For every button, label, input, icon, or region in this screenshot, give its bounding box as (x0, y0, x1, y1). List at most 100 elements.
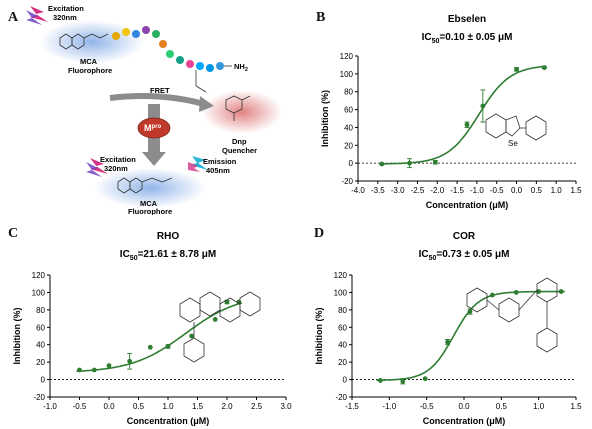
x-tick-label: 2.0 (221, 402, 233, 411)
y-tick-label: 40 (344, 123, 353, 132)
x-tick-label: -1.5 (345, 402, 359, 411)
x-tick-label: -3.0 (391, 186, 405, 195)
x-tick-label: -1.0 (470, 186, 484, 195)
y-tick-label: 120 (32, 271, 46, 280)
y-tick-label: 0 (41, 376, 46, 385)
data-point (400, 378, 406, 384)
y-tick-label: 0 (343, 376, 348, 385)
y-axis-label: Inhibition (%) (314, 308, 324, 365)
fret-arrow-icon (109, 93, 205, 107)
y-axis-label: Inhibition (%) (12, 308, 22, 365)
x-tick-label: -1.5 (450, 186, 464, 195)
emission-bolt-icon (188, 156, 208, 172)
emission-label: Emission (203, 157, 237, 166)
excitation-bottom-label: Excitation (100, 155, 136, 164)
y-tick-label: 20 (344, 141, 353, 150)
data-point (379, 161, 385, 167)
dnp-molecule (225, 95, 251, 121)
x-tick-label: 0.5 (133, 402, 145, 411)
x-tick-label: 0.0 (511, 186, 523, 195)
excitation-top-label: Excitation (48, 4, 84, 13)
data-point (422, 376, 428, 382)
dnp-line2: Quencher (222, 146, 257, 155)
data-point (147, 344, 153, 350)
lightning-bolt-icon (26, 6, 48, 25)
x-tick-label: -2.0 (430, 186, 444, 195)
ic50-prefix: IC (422, 32, 432, 43)
chart-title: COR (453, 231, 476, 242)
chart-cor: COR IC50=0.73 ± 0.05 μM -20 0 20 40 60 80 100 120… (314, 231, 582, 426)
x-tick-label: 3.0 (280, 402, 292, 411)
ic50-prefix: IC (419, 249, 429, 260)
x-axis-label: Concentration (μM) (426, 200, 509, 210)
chart-title: Ebselen (448, 14, 486, 25)
y-tick-label: 100 (32, 288, 46, 297)
y-tick-label: -20 (341, 177, 353, 186)
nh2-label: NH2 (234, 62, 248, 73)
data-point (224, 299, 230, 305)
data-point (377, 378, 383, 383)
ic50-label: IC50=0.10 ± 0.05 μM (422, 32, 513, 45)
ic50-value: =0.73 ± 0.05 μM (436, 249, 509, 260)
ic50-subscript: 50 (429, 255, 437, 262)
x-tick-label: 1.0 (551, 186, 563, 195)
y-tick-label: 20 (338, 358, 347, 367)
mca-molecule-top (59, 33, 109, 50)
data-point (464, 122, 470, 128)
ic50-value: =0.10 ± 0.05 μM (439, 32, 512, 43)
y-tick-label: 0 (349, 159, 354, 168)
chart-rho: RHO IC50=21.61 ± 8.78 μM -20 0 20 40 60 80 100 12… (12, 231, 292, 426)
data-point (445, 339, 450, 345)
x-tick-label: -0.5 (490, 186, 504, 195)
mca-top-line1: MCA (80, 57, 98, 66)
x-tick-label: -1.0 (43, 402, 57, 411)
chemical-structure (466, 277, 558, 353)
data-point (513, 290, 519, 295)
y-tick-label: 40 (338, 341, 347, 350)
excitation-bottom-nm: 320nm (104, 164, 128, 173)
data-point (514, 66, 519, 72)
y-tick-label: -20 (335, 393, 347, 402)
data-point (127, 358, 133, 364)
data-point (189, 333, 195, 339)
ic50-prefix: IC (120, 249, 130, 260)
x-tick-label: 2.5 (251, 402, 263, 411)
data-point (480, 103, 486, 109)
mca-glow-bottom (94, 168, 206, 208)
chart-ebselen: Ebselen IC50=0.10 ± 0.05 μM -20 0 20 40 60 80 10… (320, 14, 582, 210)
data-point (489, 292, 495, 298)
x-tick-label: -0.5 (73, 402, 87, 411)
x-tick-label: -0.5 (420, 402, 434, 411)
data-point (536, 289, 542, 294)
dnp-line1: Dnp (232, 137, 247, 146)
y-tick-label: 60 (338, 323, 347, 332)
x-tick-label: -1.0 (382, 402, 396, 411)
x-tick-label: -2.5 (411, 186, 425, 195)
y-tick-label: 80 (338, 306, 347, 315)
y-tick-label: 100 (340, 70, 354, 79)
x-tick-label: 0.5 (496, 402, 508, 411)
x-tick-label: 0.0 (103, 402, 115, 411)
ic50-subscript: 50 (130, 255, 138, 262)
x-tick-label: 1.5 (570, 402, 582, 411)
data-point (558, 289, 564, 294)
y-tick-label: 60 (36, 323, 45, 332)
mca-molecule-bottom (117, 177, 173, 194)
mca-top-line2: Fluorophore (68, 66, 112, 75)
data-point (432, 159, 438, 165)
mca-bottom-line1: MCA (140, 199, 158, 208)
panel-letter-a: A (8, 10, 19, 25)
data-point (407, 160, 412, 166)
chemical-structure (179, 291, 261, 363)
y-tick-label: -20 (33, 393, 45, 402)
excitation-top-nm: 320nm (53, 13, 77, 22)
x-tick-label: 1.0 (533, 402, 545, 411)
x-axis-label: Concentration (μM) (423, 416, 506, 426)
y-tick-label: 120 (334, 271, 348, 280)
y-tick-label: 60 (344, 106, 353, 115)
peptide-chain (112, 26, 232, 93)
x-tick-label: -3.5 (371, 186, 385, 195)
data-point (541, 65, 547, 71)
ic50-label: IC50=21.61 ± 8.78 μM (120, 249, 216, 262)
chemical-structure (485, 113, 547, 141)
